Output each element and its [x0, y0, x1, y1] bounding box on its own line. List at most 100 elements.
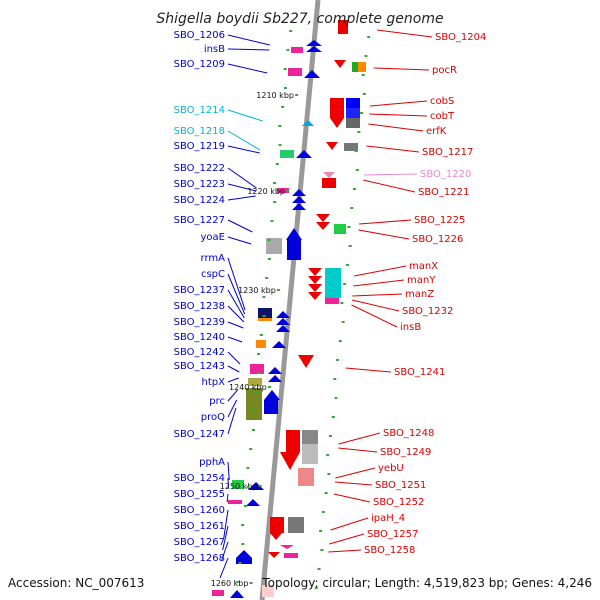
- left-leader-line: [227, 257, 246, 311]
- minor-tick: [265, 277, 269, 279]
- left-gene-label[interactable]: SBO_1238: [174, 301, 225, 312]
- right-gene-label[interactable]: SBO_1257: [367, 529, 418, 540]
- right-gene-label[interactable]: SBO_1241: [394, 367, 445, 378]
- minor-tick: [321, 511, 325, 513]
- right-gene-label[interactable]: SBO_1251: [375, 480, 426, 491]
- feature-glyphs: [212, 20, 366, 598]
- left-gene-label[interactable]: insB: [204, 44, 225, 55]
- left-gene-label[interactable]: SBO_1209: [174, 59, 225, 70]
- left-gene-label[interactable]: yoaE: [201, 232, 225, 243]
- left-gene-label[interactable]: pphA: [199, 457, 225, 468]
- left-gene-label[interactable]: SBO_1219: [174, 141, 225, 152]
- left-gene-label[interactable]: SBO_1218: [174, 126, 225, 137]
- right-gene-label[interactable]: SBO_1232: [402, 306, 453, 317]
- kbp-label: 1230 kbp: [238, 286, 276, 295]
- right-leader-line: [354, 265, 407, 277]
- left-gene-labels: SBO_1206 insB SBO_1209 SBO_1214 SBO_1218 SBO_…: [174, 30, 270, 579]
- feature-block: [284, 553, 298, 558]
- left-gene-label[interactable]: SBO_1237: [174, 285, 225, 296]
- minor-tick: [360, 112, 364, 114]
- right-gene-label[interactable]: pocR: [432, 65, 457, 76]
- feature-block: [288, 68, 302, 76]
- left-gene-label[interactable]: SBO_1224: [174, 195, 225, 206]
- feature-block: [256, 340, 266, 348]
- feature-block: [302, 444, 318, 464]
- left-gene-label[interactable]: SBO_1227: [174, 215, 225, 226]
- right-gene-label[interactable]: erfK: [426, 126, 447, 137]
- left-gene-label[interactable]: proQ: [201, 412, 225, 423]
- left-gene-label[interactable]: SBO_1223: [174, 179, 225, 190]
- kbp-label: 1240 kbp: [229, 383, 267, 392]
- right-gene-label[interactable]: manX: [409, 261, 438, 272]
- minor-tick: [333, 378, 337, 380]
- right-gene-label[interactable]: SBO_1258: [364, 545, 415, 556]
- left-gene-label[interactable]: SBO_1261: [174, 521, 225, 532]
- left-gene-label[interactable]: SBO_1240: [174, 332, 225, 343]
- right-gene-label[interactable]: cobS: [430, 96, 454, 107]
- right-gene-label[interactable]: SBO_1204: [435, 32, 486, 43]
- right-gene-label[interactable]: yebU: [378, 463, 404, 474]
- left-gene-label[interactable]: SBO_1222: [174, 163, 225, 174]
- left-gene-label[interactable]: SBO_1243: [174, 361, 225, 372]
- minor-tick: [243, 505, 247, 507]
- right-gene-label[interactable]: SBO_1221: [418, 187, 469, 198]
- minor-tick: [367, 36, 371, 38]
- left-gene-label[interactable]: SBO_1268: [174, 553, 225, 564]
- left-gene-label[interactable]: SBO_1239: [174, 317, 225, 328]
- feature-block: [258, 318, 272, 321]
- minor-tick: [343, 283, 347, 285]
- feature-block: [264, 400, 278, 414]
- right-gene-label[interactable]: SBO_1225: [414, 215, 465, 226]
- left-gene-label[interactable]: SBO_1206: [174, 30, 225, 41]
- minor-tick: [235, 581, 239, 583]
- left-gene-label[interactable]: SBO_1254: [174, 473, 225, 484]
- left-leader-line: [227, 336, 243, 343]
- feature-block: [270, 517, 284, 533]
- minor-tick: [336, 359, 340, 361]
- left-gene-label[interactable]: SBO_1247: [174, 429, 225, 440]
- left-leader-line: [227, 48, 270, 51]
- left-gene-label[interactable]: SBO_1260: [174, 505, 225, 516]
- feature-block: [325, 298, 339, 304]
- right-gene-label[interactable]: manZ: [405, 289, 434, 300]
- right-gene-label[interactable]: ipaH_4: [371, 513, 405, 524]
- page-title: Shigella boydii Sb227, complete genome: [156, 11, 443, 27]
- right-gene-label[interactable]: insB: [400, 322, 421, 333]
- left-gene-label[interactable]: prc: [209, 396, 225, 407]
- left-gene-label[interactable]: SBO_1267: [174, 537, 225, 548]
- left-gene-label[interactable]: SBO_1214: [174, 105, 225, 116]
- feature-arrow: [264, 390, 280, 400]
- feature-block: [325, 268, 341, 298]
- feature-block: [266, 238, 282, 254]
- right-gene-label[interactable]: SBO_1226: [412, 234, 463, 245]
- left-gene-label[interactable]: SBO_1242: [174, 347, 225, 358]
- right-leader-line: [368, 123, 424, 132]
- right-gene-label[interactable]: manY: [407, 275, 436, 286]
- right-gene-label[interactable]: SBO_1252: [373, 497, 424, 508]
- left-gene-label[interactable]: cspC: [201, 269, 225, 280]
- minor-tick: [355, 169, 359, 171]
- minor-tick: [281, 106, 285, 108]
- feature-arrow: [334, 60, 346, 68]
- right-gene-label[interactable]: SBO_1220: [420, 169, 471, 180]
- feature-block: [344, 143, 358, 151]
- feature-block: [288, 517, 304, 533]
- left-gene-label[interactable]: rrmA: [201, 253, 226, 264]
- minor-tick: [331, 416, 335, 418]
- minor-tick: [286, 49, 290, 51]
- kbp-tick: [267, 386, 271, 388]
- feature-arrow: [330, 118, 344, 128]
- feature-arrow: [270, 533, 282, 540]
- right-gene-label[interactable]: SBO_1248: [383, 428, 434, 439]
- right-gene-label[interactable]: SBO_1249: [380, 447, 431, 458]
- left-leader-line: [227, 321, 244, 329]
- feature-arrow: [246, 499, 260, 506]
- left-leader-line: [227, 236, 252, 245]
- feature-block: [358, 62, 366, 72]
- right-gene-label[interactable]: SBO_1217: [422, 147, 473, 158]
- left-gene-label[interactable]: htpX: [202, 377, 226, 388]
- left-gene-label[interactable]: SBO_1255: [174, 489, 225, 500]
- kbp-tick: [258, 485, 262, 487]
- right-gene-label[interactable]: cobT: [430, 111, 455, 122]
